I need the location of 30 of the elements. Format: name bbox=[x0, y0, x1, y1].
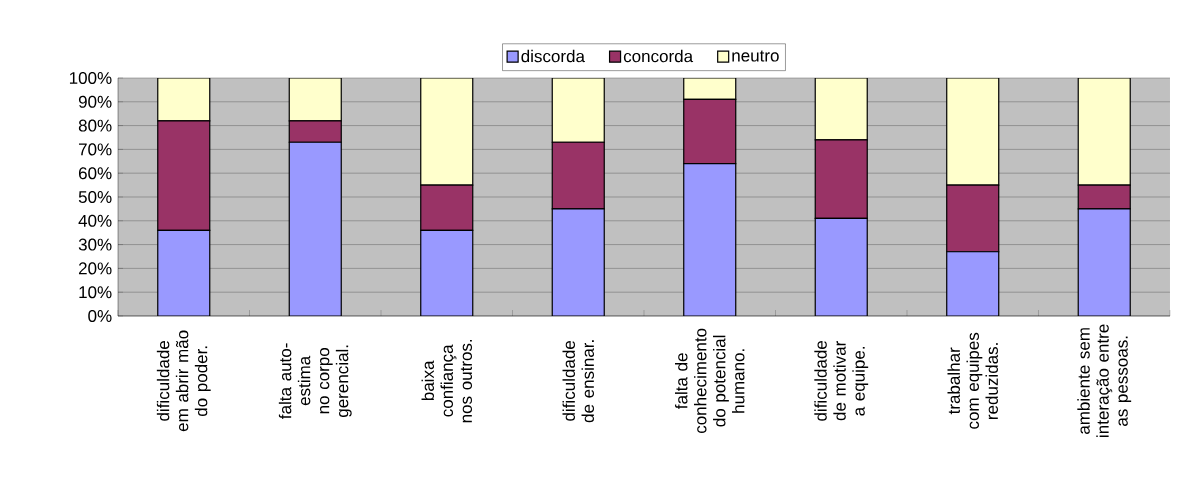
bar bbox=[157, 229, 211, 316]
y-tick-label: 80% bbox=[78, 119, 112, 132]
y-tick-label: 10% bbox=[79, 286, 112, 299]
legend-label: concorda bbox=[623, 49, 694, 63]
bar bbox=[683, 163, 737, 316]
x-tick-label: falta auto-estima no corpo gerencial. bbox=[278, 343, 352, 419]
y-tick-label: 100% bbox=[69, 71, 112, 85]
y-tick-label: 90% bbox=[78, 95, 112, 108]
bar bbox=[420, 229, 474, 316]
y-tick-label: 20% bbox=[78, 262, 112, 275]
x-tick-label: ambiente sem interação entre as pessoas. bbox=[1077, 324, 1132, 437]
x-tick-label: dificuldade de ensinar. bbox=[562, 340, 594, 423]
x-tick-label: falta de conhecimento do potencial humano. bbox=[675, 328, 745, 434]
x-tick-label: dificuldade em abrir mão do poder. bbox=[156, 330, 211, 432]
x-tick-label: baixa confiança nos outros. bbox=[421, 339, 472, 423]
bar bbox=[814, 217, 868, 316]
y-tick-label: 30% bbox=[78, 238, 112, 251]
y-tick-label: 50% bbox=[78, 190, 112, 204]
bar bbox=[946, 251, 1000, 316]
legend-label: neutro bbox=[732, 50, 779, 62]
y-tick-label: 60% bbox=[78, 167, 112, 180]
x-tick-label: dificuldade de motivar a equipe. bbox=[814, 340, 869, 421]
bar bbox=[551, 208, 605, 316]
bar bbox=[288, 141, 342, 316]
legend-label: discorda bbox=[521, 49, 585, 63]
y-tick-label: 40% bbox=[78, 214, 112, 227]
bar bbox=[1077, 208, 1131, 316]
y-tick-label: 0% bbox=[88, 309, 112, 323]
y-tick-label: 70% bbox=[79, 143, 112, 156]
x-tick-label: trabalhar com equipes reduzidas. bbox=[947, 332, 998, 429]
